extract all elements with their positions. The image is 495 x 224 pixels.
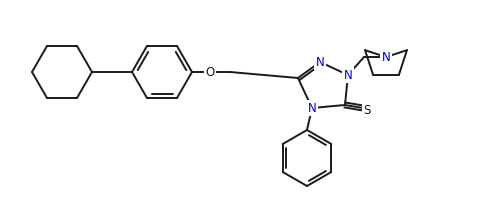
Text: N: N <box>307 101 316 114</box>
Text: S: S <box>363 103 371 116</box>
Text: N: N <box>344 69 352 82</box>
Text: O: O <box>205 65 215 78</box>
Text: N: N <box>382 50 391 63</box>
Text: N: N <box>316 56 324 69</box>
